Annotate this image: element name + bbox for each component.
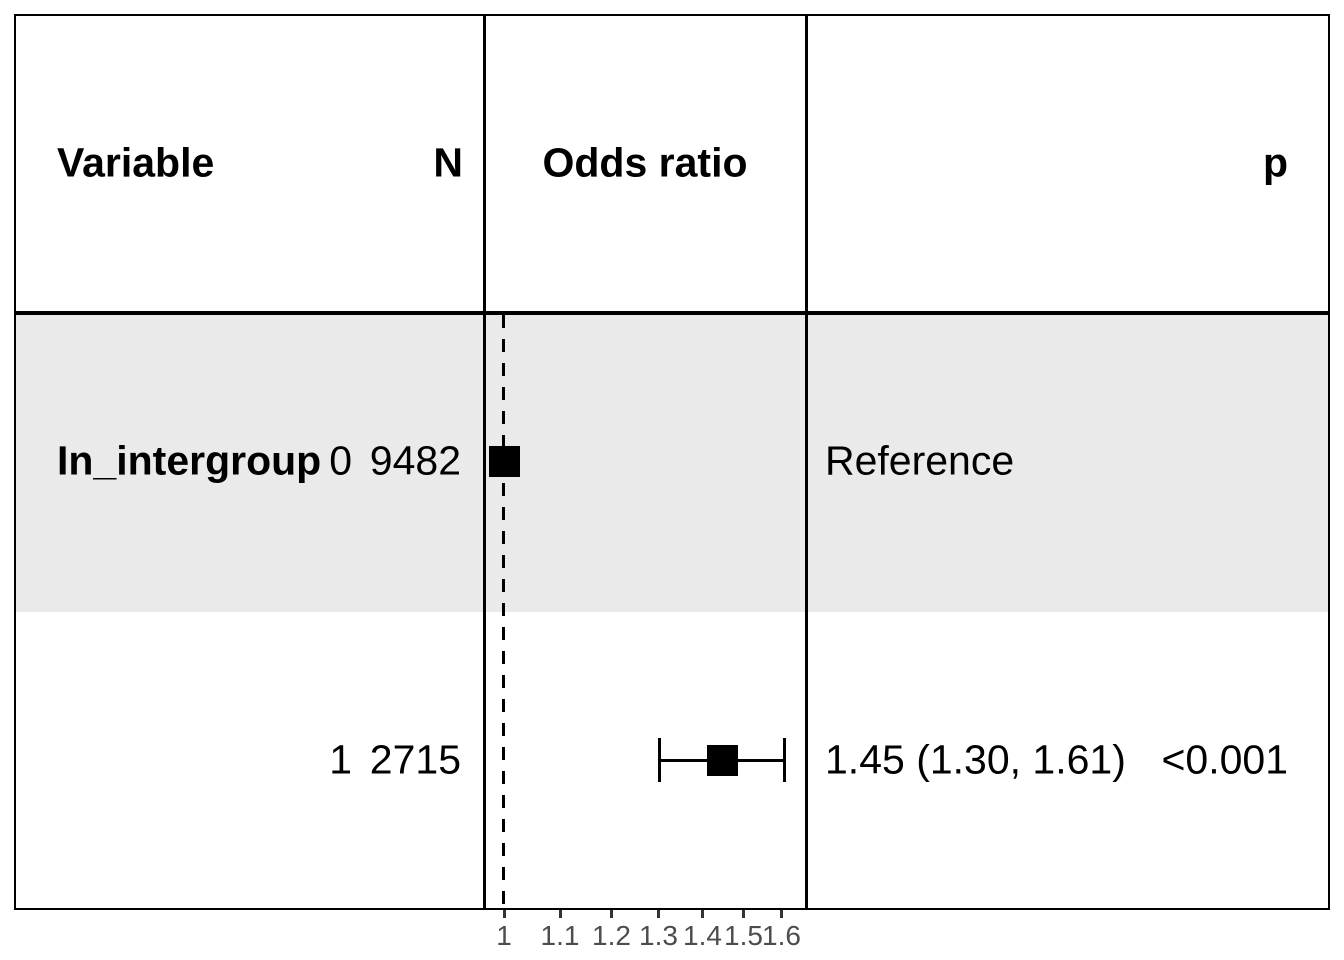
row1-variable-label: In_intergroup (57, 437, 322, 484)
row1-estimate-label: Reference (825, 437, 1015, 484)
row1-level: 0 (329, 437, 352, 484)
row1-or-square-marker (489, 446, 520, 477)
row1-n: 9482 (369, 437, 461, 484)
header-p: p (1262, 139, 1288, 186)
x-tick-label-1.3: 1.3 (639, 920, 678, 951)
row2-p-value: <0.001 (1161, 736, 1288, 783)
x-tick-1.3 (657, 910, 660, 918)
x-tick-label-1.5: 1.5 (724, 920, 763, 951)
x-tick-label-1.1: 1.1 (540, 920, 580, 951)
panel-border (14, 14, 1330, 910)
header-n: N (433, 139, 463, 186)
column-divider-right (805, 14, 808, 910)
x-tick-1.5 (742, 910, 745, 918)
x-tick-label-1.2: 1.2 (592, 920, 631, 951)
x-tick-label-1.4: 1.4 (683, 920, 722, 951)
x-tick-1.6 (780, 910, 783, 918)
row2-or-square-marker (707, 745, 738, 776)
header-variable: Variable (57, 139, 215, 186)
x-tick-1.2 (610, 910, 613, 918)
row2-ci-right-cap (783, 738, 786, 782)
x-tick-1.1 (558, 910, 562, 918)
column-divider-left (483, 14, 486, 910)
reference-dashed-line (502, 315, 505, 909)
x-tick-label-1.6: 1.6 (762, 920, 801, 951)
row2-estimate-label: 1.45 (1.30, 1.61) (825, 736, 1126, 783)
x-tick-label-1: 1 (496, 920, 512, 951)
row2-ci-left-cap (658, 738, 661, 782)
header-odds-ratio: Odds ratio (542, 139, 748, 186)
row-band-shaded (16, 315, 1328, 612)
row2-level: 1 (329, 736, 352, 783)
x-tick-1.4 (701, 910, 704, 918)
x-tick-1 (502, 910, 506, 918)
header-separator (14, 311, 1330, 315)
row2-n: 2715 (369, 736, 461, 783)
